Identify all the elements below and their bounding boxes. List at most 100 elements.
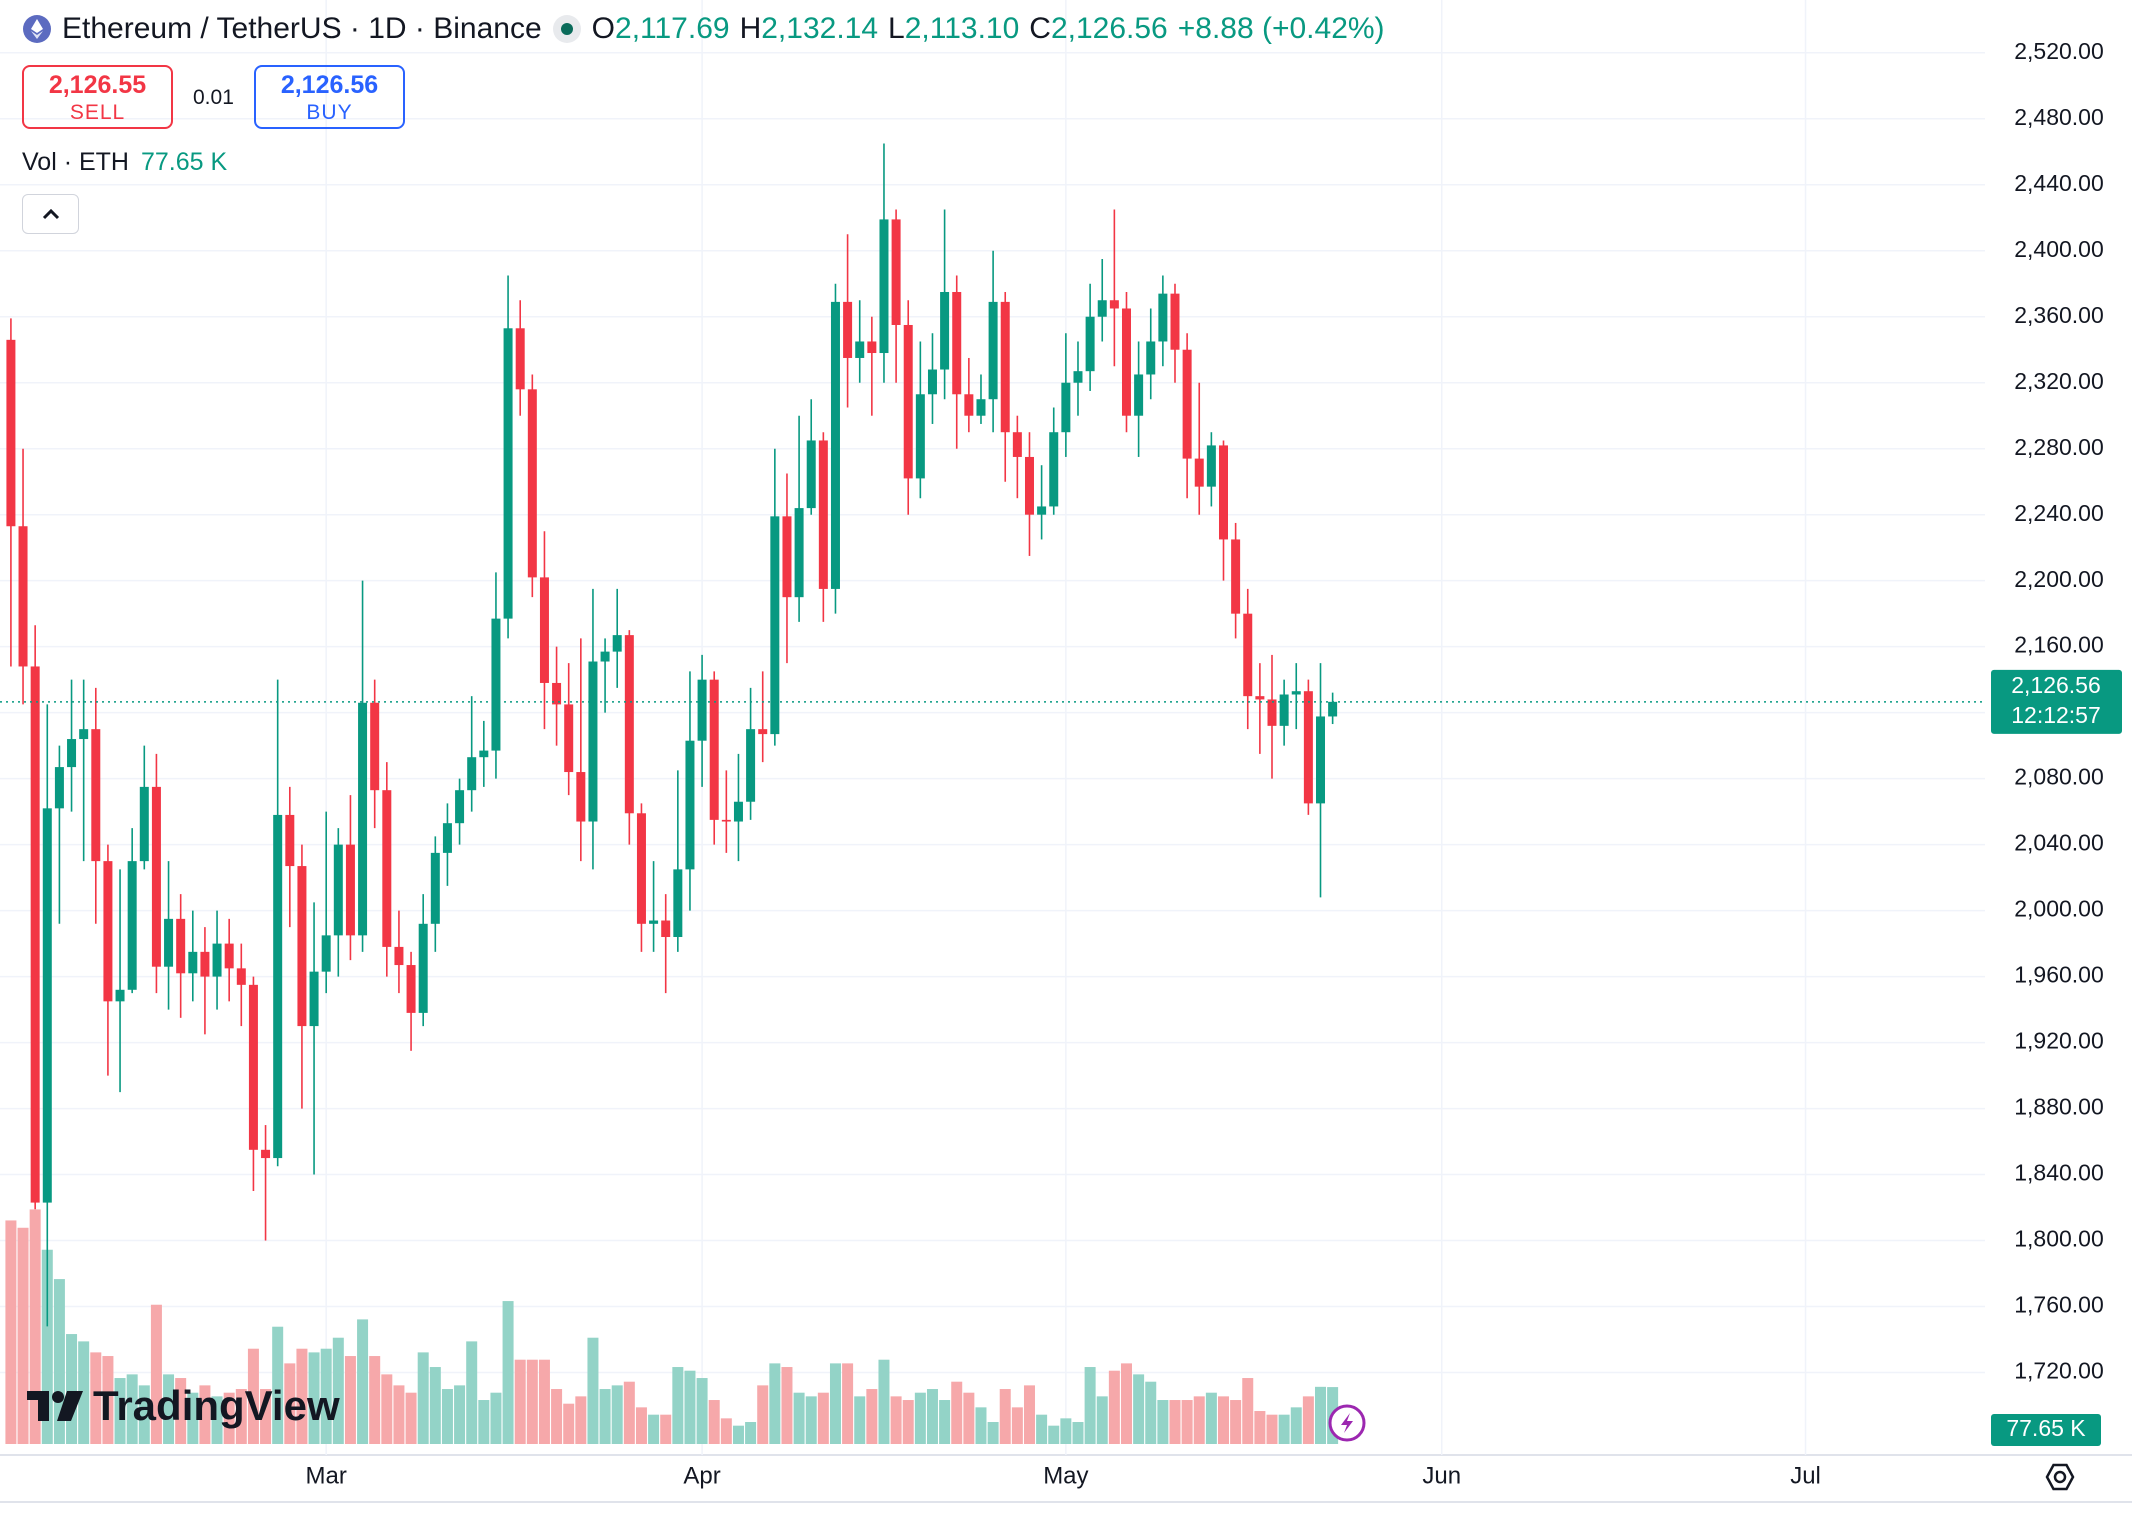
candle-body [188, 951, 198, 974]
eth-icon [23, 15, 51, 43]
volume-bar [1254, 1411, 1266, 1444]
candle-body [770, 516, 780, 735]
sell-label: SELL [69, 101, 126, 124]
volume-bar [1060, 1418, 1072, 1444]
candle-body [1218, 445, 1228, 540]
ohlc-key: H [739, 12, 762, 45]
lightning-icon[interactable] [1328, 1404, 1366, 1442]
y-tick-label: 2,360.00 [2014, 302, 2104, 328]
volume-bar [369, 1356, 381, 1444]
volume-bar [1315, 1386, 1327, 1444]
candle-body [915, 394, 925, 479]
volume-bar [1133, 1374, 1145, 1444]
volume-bar [478, 1400, 490, 1444]
candle-body [1037, 506, 1047, 515]
candle-body [1061, 382, 1071, 433]
volume-bar [975, 1407, 987, 1444]
candle-body [721, 819, 731, 822]
volume-bar [1145, 1381, 1157, 1444]
candle-body [103, 861, 113, 1002]
y-tick-label: 2,520.00 [2014, 38, 2104, 64]
sell-price: 2,126.55 [48, 71, 147, 99]
candle-body [952, 291, 962, 395]
y-tick-label: 2,000.00 [2014, 896, 2104, 922]
volume-bar [551, 1389, 563, 1444]
symbol-title[interactable]: Ethereum / TetherUS · 1D · Binance [62, 12, 542, 45]
candle-body [345, 844, 355, 936]
y-tick-label: 2,320.00 [2014, 368, 2104, 394]
candle-body [843, 301, 853, 358]
volume-bar [623, 1381, 635, 1444]
volume-bar [17, 1227, 29, 1444]
volume-bar [260, 1389, 272, 1444]
volume-bar [454, 1385, 466, 1444]
volume-bar [272, 1326, 284, 1444]
candle-body [273, 814, 283, 1159]
y-tick-label: 2,080.00 [2014, 764, 2104, 790]
volume-bar [1120, 1363, 1132, 1444]
volume-bar [684, 1370, 696, 1444]
candle-body [600, 651, 610, 662]
volume-bar [441, 1389, 453, 1444]
candle-body [1267, 699, 1277, 726]
candle-body [891, 219, 901, 325]
volume-bar [1084, 1367, 1096, 1444]
y-tick-label: 1,960.00 [2014, 962, 2104, 988]
candle-body [1231, 539, 1241, 614]
chevron [42, 208, 60, 220]
ohlc-c: C2,126.56 [1029, 12, 1167, 46]
volume-bar [114, 1378, 126, 1444]
y-tick-label: 2,280.00 [2014, 434, 2104, 460]
volume-bar [5, 1220, 17, 1444]
volume-bar [769, 1363, 781, 1444]
volume-bar [1108, 1370, 1120, 1444]
price-badge [1991, 669, 2122, 734]
volume-bar [587, 1337, 599, 1444]
candle-body [1049, 432, 1059, 507]
candle-body [988, 301, 998, 400]
candle-body [636, 813, 646, 924]
candle-body [1255, 696, 1265, 700]
volume-bar [745, 1422, 757, 1444]
candle-body [1170, 293, 1180, 350]
y-tick-label: 1,880.00 [2014, 1094, 2104, 1120]
candle-body [321, 935, 331, 972]
candle-body [115, 989, 125, 1002]
volume-bar [599, 1389, 611, 1444]
candle-body [588, 661, 598, 822]
candle-body [91, 729, 101, 862]
volume-bar [1011, 1407, 1023, 1444]
volume-legend: Vol · ETH 77.65 K [22, 148, 227, 177]
candle-body [200, 951, 210, 977]
buy-button[interactable]: 2,126.56 BUY [254, 65, 405, 129]
volume-bar [939, 1400, 951, 1444]
volume-bar [466, 1341, 478, 1444]
volume-bar [417, 1352, 429, 1444]
volume-bar [611, 1385, 623, 1444]
volume-bar [344, 1356, 356, 1444]
volume-bar [223, 1392, 235, 1444]
y-tick-label: 2,240.00 [2014, 500, 2104, 526]
candle-body [1243, 613, 1253, 697]
settings-hex [2045, 1463, 2075, 1491]
candle-body [382, 790, 392, 947]
volume-bar [987, 1422, 999, 1444]
settings-icon[interactable] [2045, 1463, 2075, 1491]
logo-mark [27, 1391, 83, 1421]
volume-bar [1181, 1400, 1193, 1444]
volume-bar [247, 1348, 259, 1444]
candle-body [1291, 691, 1301, 695]
collapse-button[interactable] [22, 194, 79, 234]
candle-body [67, 739, 77, 768]
symbol-header: Ethereum / TetherUS · 1D · Binance O2,11… [22, 12, 1385, 46]
volume-bar [175, 1378, 187, 1444]
x-tick-label: May [1043, 1462, 1088, 1489]
volume-bar [563, 1403, 575, 1444]
volume-bar [126, 1374, 138, 1444]
volume-bar [502, 1301, 514, 1444]
candle-body [1316, 716, 1326, 804]
sell-button[interactable]: 2,126.55 SELL [22, 65, 173, 129]
candle-body [782, 516, 792, 598]
volume-bar [1169, 1400, 1181, 1444]
